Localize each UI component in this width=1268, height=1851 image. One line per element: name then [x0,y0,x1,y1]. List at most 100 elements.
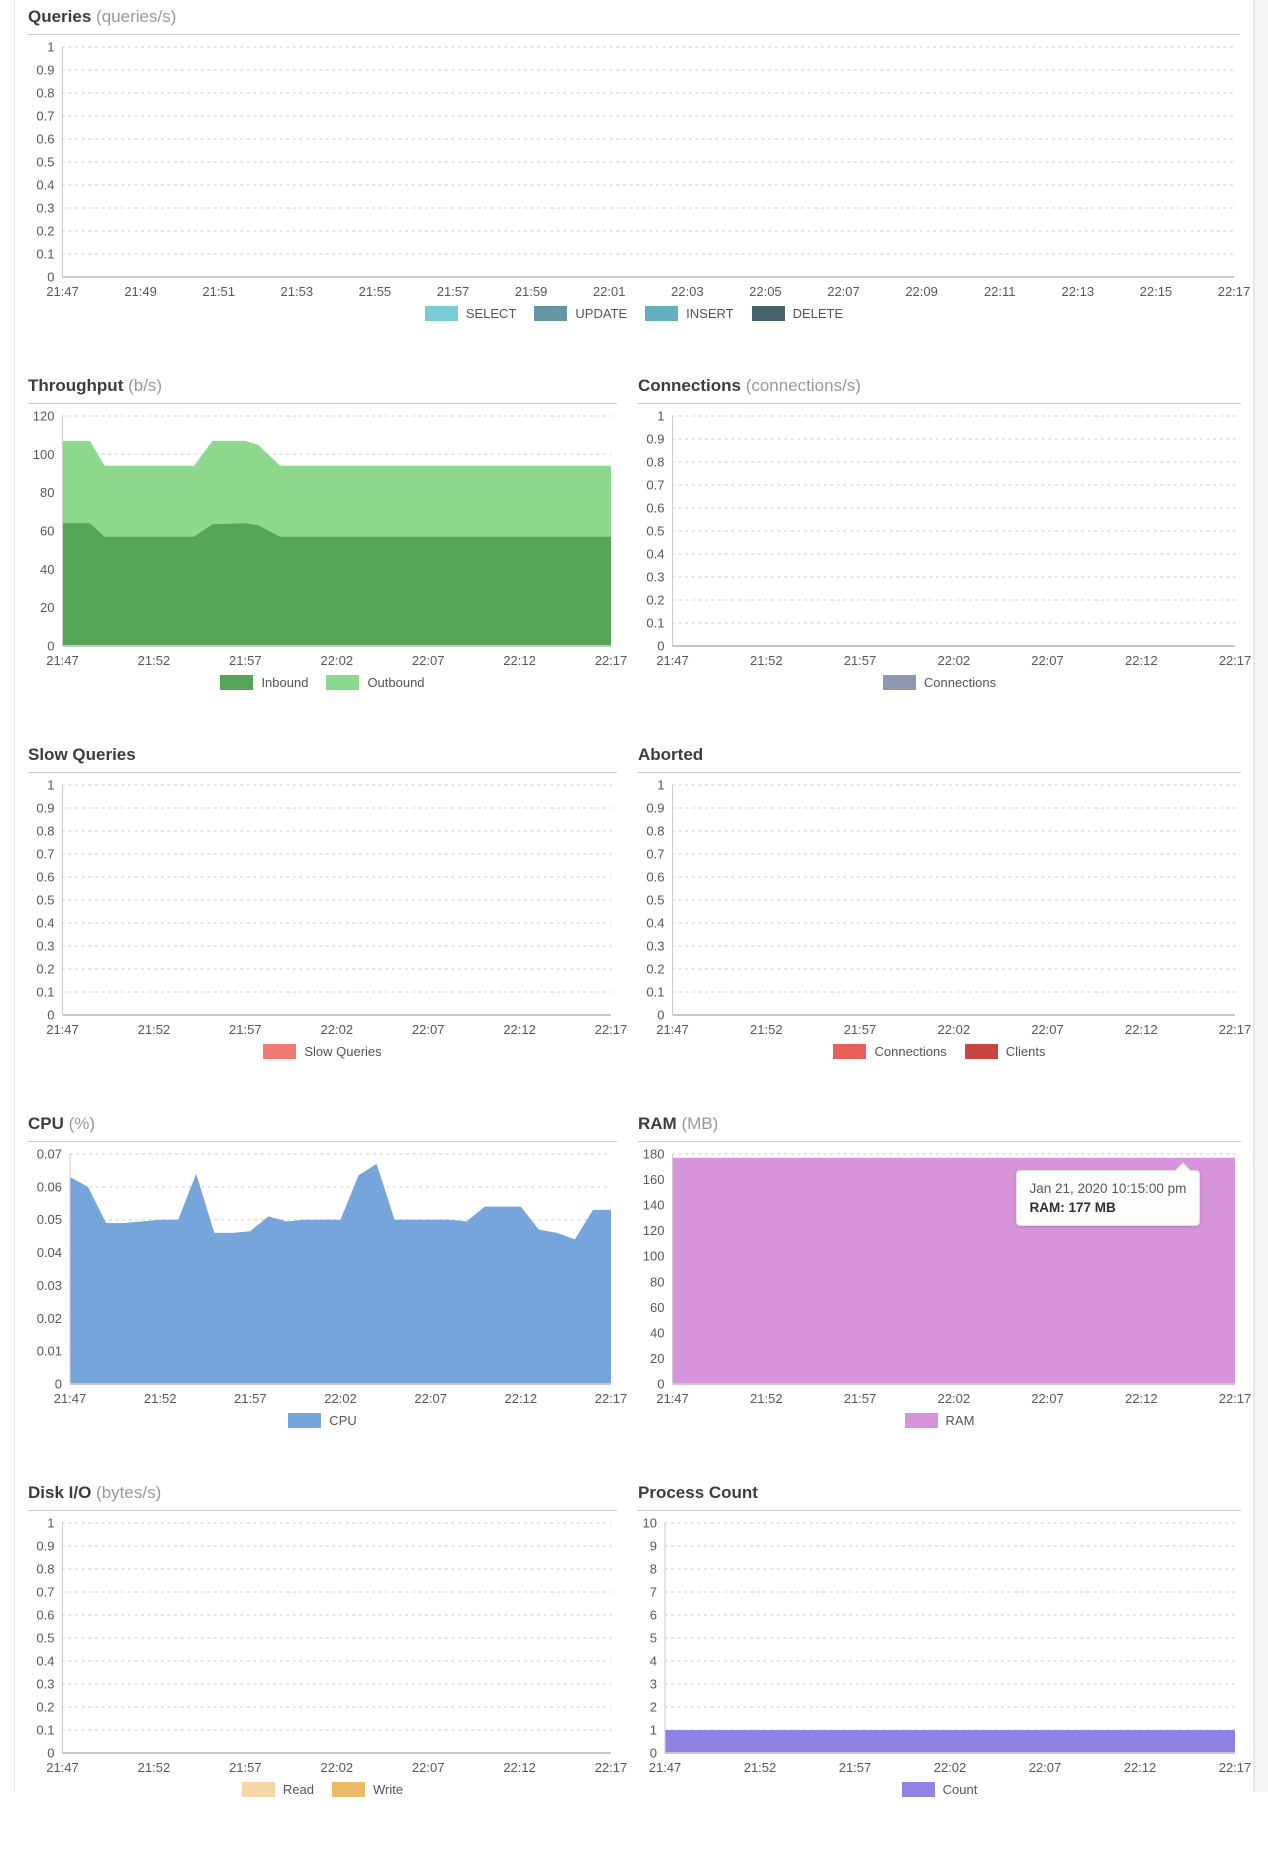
throughput-plot-area[interactable]: 120 100 80 60 40 20 0 21:47 21:52 21:57 22:02 22:07… [28,409,627,670]
svg-text:0.2: 0.2 [36,1700,54,1715]
legend-item-insert[interactable]: INSERT [645,305,734,321]
legend-item-cpu[interactable]: CPU [288,1412,357,1428]
legend-item-clients[interactable]: Clients [964,1043,1046,1059]
legend-item-read[interactable]: Read [241,1781,314,1797]
svg-text:22:07: 22:07 [1029,1760,1062,1775]
svg-text:1: 1 [47,778,54,793]
svg-text:22:17: 22:17 [1219,653,1252,668]
svg-text:22:07: 22:07 [412,1760,445,1775]
svg-text:100: 100 [33,447,55,462]
tooltip-value: RAM: 177 MB [1029,1199,1116,1215]
title-separator [28,34,1240,35]
svg-text:22:02: 22:02 [934,1760,967,1775]
svg-text:20: 20 [650,1351,664,1366]
svg-text:22:17: 22:17 [595,1022,628,1037]
svg-text:21:55: 21:55 [359,284,392,299]
legend-label: Outbound [367,674,425,690]
svg-text:0.07: 0.07 [37,1147,62,1162]
svg-text:0.2: 0.2 [36,962,54,977]
svg-text:0.05: 0.05 [37,1212,62,1227]
svg-text:22:13: 22:13 [1062,284,1095,299]
svg-text:0: 0 [47,1008,54,1023]
svg-text:0.7: 0.7 [36,109,54,124]
process-count-plot-area[interactable]: 10 9 8 7 6 5 4 3 2 1 0 21:47 21:52 21:57 22:02 22:07 22:… [638,1516,1252,1777]
svg-text:2: 2 [650,1700,657,1715]
svg-text:21:52: 21:52 [138,1760,171,1775]
chart-card-throughput: Throughput (b/s) 120 100 80 60 40 20 0 21:47 21:… [28,375,627,692]
legend-swatch [326,674,360,690]
svg-text:5: 5 [650,1631,657,1646]
monitoring-dashboard: Queries (queries/s) 1 0.9 0.8 0.7 0.6 0.5 0.4 0… [14,0,1254,1797]
svg-text:22:17: 22:17 [1219,1391,1252,1406]
legend-label: Connections [923,674,997,690]
svg-text:22:11: 22:11 [984,284,1016,299]
legend-item-select[interactable]: SELECT [424,305,516,321]
svg-text:6: 6 [650,1608,657,1623]
svg-text:21:57: 21:57 [844,653,877,668]
svg-text:0.8: 0.8 [36,86,54,101]
cpu-legend: CPU [28,1410,617,1430]
svg-text:0.6: 0.6 [646,870,664,885]
svg-text:7: 7 [650,1585,657,1600]
chart-title-slow-queries: Slow Queries [28,745,136,764]
title-separator [638,1141,1241,1142]
svg-text:0.2: 0.2 [646,593,664,608]
legend-item-slow-queries[interactable]: Slow Queries [263,1043,382,1059]
legend-swatch [904,1412,938,1428]
svg-text:0: 0 [657,1008,664,1023]
svg-text:0.9: 0.9 [646,801,664,816]
svg-text:0.6: 0.6 [646,501,664,516]
svg-text:22:02: 22:02 [938,653,971,668]
svg-text:0.5: 0.5 [646,524,664,539]
svg-text:0.4: 0.4 [646,916,664,931]
svg-text:21:47: 21:47 [54,1391,87,1406]
svg-text:0.3: 0.3 [646,939,664,954]
svg-text:22:15: 22:15 [1140,284,1173,299]
legend-swatch [833,1043,867,1059]
svg-text:0.7: 0.7 [646,847,664,862]
legend-item-outbound[interactable]: Outbound [326,674,425,690]
svg-text:22:02: 22:02 [938,1391,971,1406]
svg-text:0.4: 0.4 [36,1654,54,1669]
legend-swatch [882,674,916,690]
connections-plot-area[interactable]: 1 0.9 0.8 0.7 0.6 0.5 0.4 0.3 0.2 0.1 0 21:47 21:52 2… [638,409,1251,670]
chart-card-cpu: CPU (%) 0.07 0.06 0.05 0.04 0.03 0.02 0.01 0 21:… [28,1113,628,1430]
legend-item-write[interactable]: Write [331,1781,403,1797]
legend-swatch [220,674,254,690]
legend-swatch [901,1781,935,1797]
svg-text:0.5: 0.5 [646,893,664,908]
legend-item-count[interactable]: Count [901,1781,977,1797]
svg-text:22:02: 22:02 [321,1022,354,1037]
legend-label: Read [282,1781,314,1797]
svg-text:21:57: 21:57 [844,1022,877,1037]
legend-item-ram[interactable]: RAM [904,1412,975,1428]
svg-text:22:07: 22:07 [827,284,860,299]
svg-text:8: 8 [650,1562,657,1577]
ram-plot-area[interactable]: 180 160 140 120 100 80 60 40 20 0 21:47 21:52 21:57 2… [638,1147,1251,1408]
cpu-plot-area[interactable]: 0.07 0.06 0.05 0.04 0.03 0.02 0.01 0 21:47 21:52 2… [28,1147,628,1408]
svg-text:0.1: 0.1 [36,1723,54,1738]
svg-text:21:57: 21:57 [844,1391,877,1406]
connections-legend: Connections [638,672,1241,692]
legend-item-update[interactable]: UPDATE [534,305,627,321]
svg-text:21:52: 21:52 [144,1391,177,1406]
legend-label: RAM [945,1412,975,1428]
title-separator [28,1510,617,1511]
legend-item-inbound[interactable]: Inbound [220,674,308,690]
svg-text:80: 80 [40,485,54,500]
legend-item-delete[interactable]: DELETE [751,305,843,321]
legend-item-connections[interactable]: Connections [833,1043,947,1059]
svg-text:0.4: 0.4 [646,547,664,562]
svg-text:160: 160 [643,1172,665,1187]
svg-text:1: 1 [650,1723,657,1738]
slow-queries-plot-area[interactable]: 1 0.9 0.8 0.7 0.6 0.5 0.4 0.3 0.2 0.1 0 21:47 21:52 2… [28,778,627,1039]
scrollbar-track[interactable] [1254,0,1268,1792]
chart-title-queries: Queries (queries/s) [28,7,177,26]
legend-item-connections[interactable]: Connections [882,674,997,690]
svg-text:22:01: 22:01 [593,284,626,299]
disk-io-plot-area[interactable]: 1 0.9 0.8 0.7 0.6 0.5 0.4 0.3 0.2 0.1 0 21:47 21:52 2… [28,1516,627,1777]
legend-swatch [751,305,785,321]
queries-plot-area[interactable]: 1 0.9 0.8 0.7 0.6 0.5 0.4 0.3 0.2 0.1 0 21:47 21:49 2… [28,40,1250,301]
svg-text:0.1: 0.1 [646,616,664,631]
aborted-plot-area[interactable]: 1 0.9 0.8 0.7 0.6 0.5 0.4 0.3 0.2 0.1 0 21:47 21:52 2… [638,778,1251,1039]
